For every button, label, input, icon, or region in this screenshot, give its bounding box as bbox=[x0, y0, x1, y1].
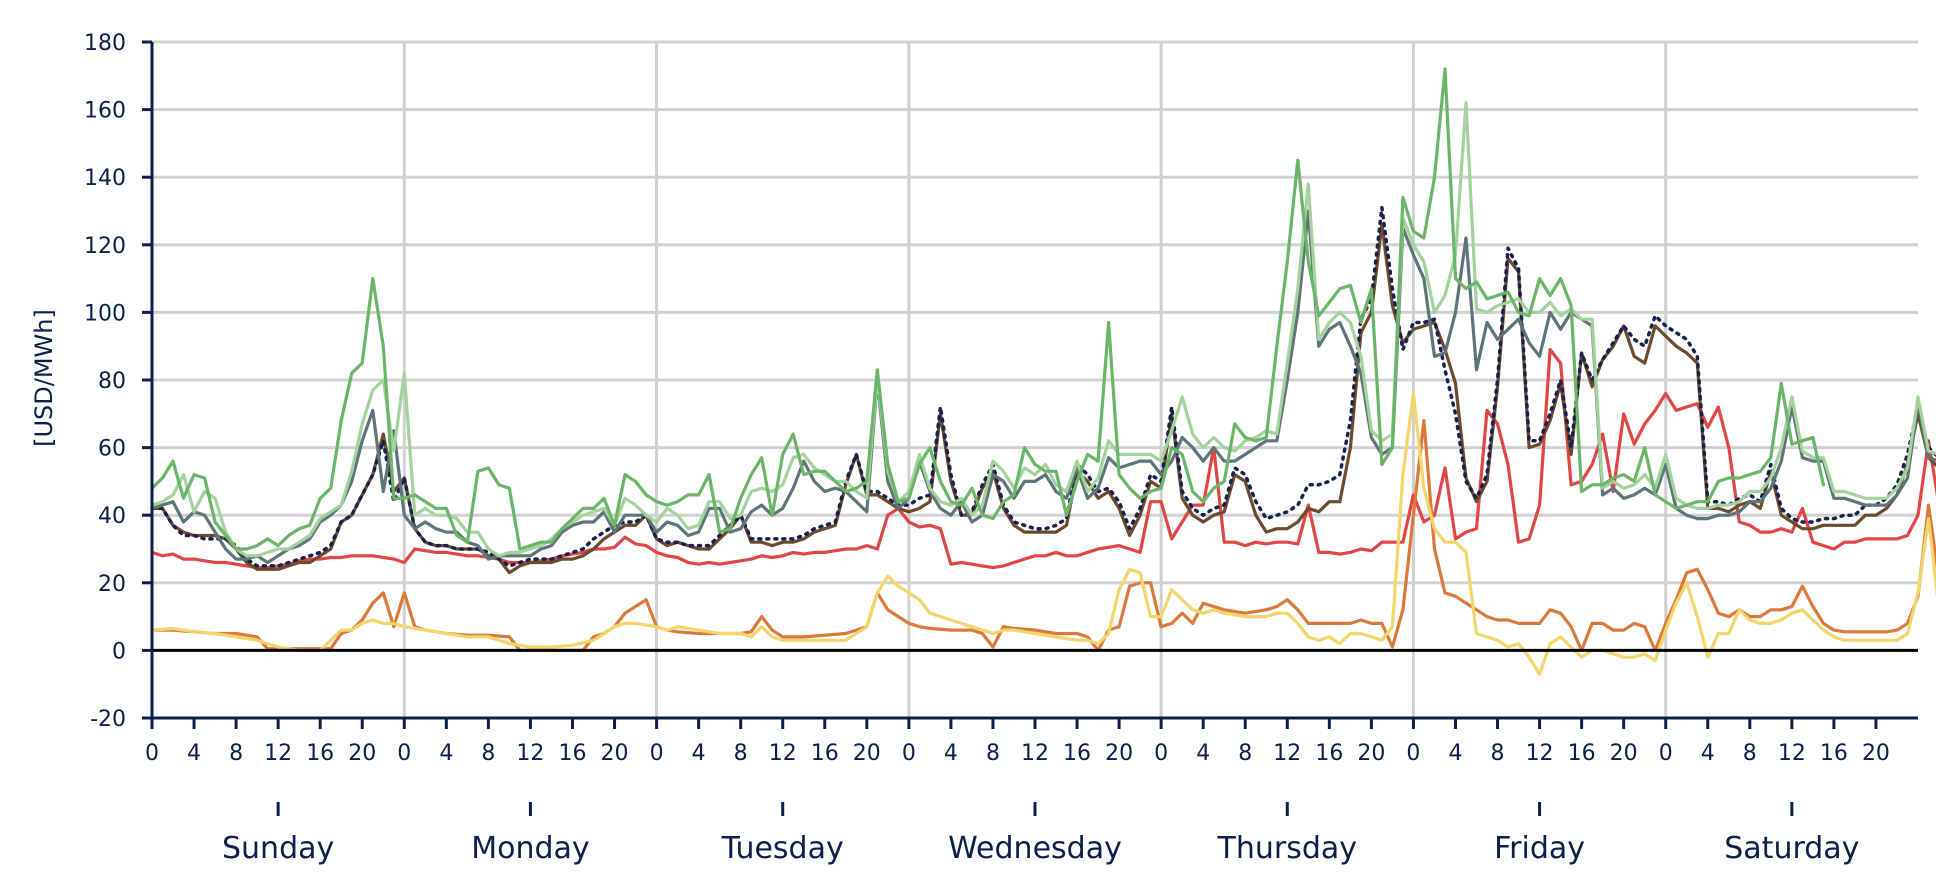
series-line-slate bbox=[150, 209, 1936, 565]
series-line-red bbox=[150, 348, 1936, 570]
x-tick-label: 0 bbox=[650, 741, 664, 766]
x-tick-label: 16 bbox=[811, 741, 839, 766]
y-tick-label: 80 bbox=[98, 369, 126, 394]
x-tick-label: 16 bbox=[558, 741, 586, 766]
x-tick-label: 16 bbox=[1063, 741, 1091, 766]
x-tick-label: 4 bbox=[1701, 741, 1715, 766]
x-tick-label: 4 bbox=[1448, 741, 1462, 766]
x-tick-label: 8 bbox=[1491, 741, 1505, 766]
x-tick-label: 16 bbox=[1568, 741, 1596, 766]
y-tick-label: 100 bbox=[84, 301, 126, 326]
x-tick-label: 8 bbox=[229, 741, 243, 766]
x-tick-label: 4 bbox=[944, 741, 958, 766]
x-tick-label: 4 bbox=[1196, 741, 1210, 766]
x-tick-label: 4 bbox=[692, 741, 706, 766]
x-tick-label: 12 bbox=[516, 741, 544, 766]
y-tick-label: 0 bbox=[112, 639, 126, 664]
y-tick-label: 20 bbox=[98, 572, 126, 597]
x-tick-label: 4 bbox=[439, 741, 453, 766]
x-tick-label: 20 bbox=[348, 741, 376, 766]
day-label: Thursday bbox=[1217, 831, 1358, 866]
x-tick-label: 12 bbox=[1273, 741, 1301, 766]
x-tick-label: 0 bbox=[1154, 741, 1168, 766]
x-tick-label: 0 bbox=[397, 741, 411, 766]
series-line-yellow bbox=[150, 391, 1936, 676]
day-label: Wednesday bbox=[948, 831, 1122, 866]
x-tick-label: 16 bbox=[1820, 741, 1848, 766]
x-tick-label: 20 bbox=[1610, 741, 1638, 766]
y-tick-label: 60 bbox=[98, 437, 126, 462]
grid bbox=[152, 40, 1918, 720]
x-tick-label: 20 bbox=[853, 741, 881, 766]
x-tick-label: 4 bbox=[187, 741, 201, 766]
x-tick-label: 16 bbox=[1315, 741, 1343, 766]
x-tick-label: 12 bbox=[1021, 741, 1049, 766]
x-tick-label: 12 bbox=[264, 741, 292, 766]
x-tick-label: 0 bbox=[145, 741, 159, 766]
x-tick-label: 20 bbox=[1862, 741, 1890, 766]
x-tick-label: 20 bbox=[1105, 741, 1133, 766]
x-tick-label: 20 bbox=[1357, 741, 1385, 766]
series-line-green_light bbox=[150, 101, 1936, 558]
day-label: Sunday bbox=[222, 831, 334, 866]
series-layer bbox=[150, 67, 1936, 676]
x-tick-label: 0 bbox=[1406, 741, 1420, 766]
day-label: Tuesday bbox=[721, 831, 844, 866]
y-tick-label: 140 bbox=[84, 166, 126, 191]
y-tick-label: 40 bbox=[98, 504, 126, 529]
day-label: Saturday bbox=[1724, 831, 1859, 866]
x-tick-label: 8 bbox=[986, 741, 1000, 766]
x-tick-label: 8 bbox=[1238, 741, 1252, 766]
day-label: Monday bbox=[471, 831, 589, 866]
y-tick-label: 180 bbox=[84, 31, 126, 56]
x-tick-label: 12 bbox=[1778, 741, 1806, 766]
x-tick-label: 0 bbox=[902, 741, 916, 766]
x-tick-label: 8 bbox=[481, 741, 495, 766]
x-tick-label: 8 bbox=[1743, 741, 1757, 766]
y-tick-label: 160 bbox=[84, 99, 126, 124]
series-line-green_dark bbox=[150, 67, 1825, 551]
x-tick-label: 12 bbox=[769, 741, 797, 766]
x-tick-label: 0 bbox=[1659, 741, 1673, 766]
day-label: Friday bbox=[1494, 831, 1585, 866]
series-line-navy_dotted bbox=[150, 205, 1936, 568]
y-axis-title: [USD/MWh] bbox=[30, 309, 58, 447]
x-tick-label: 12 bbox=[1526, 741, 1554, 766]
x-tick-label: 16 bbox=[306, 741, 334, 766]
y-tick-label: -20 bbox=[90, 707, 126, 732]
x-tick-label: 8 bbox=[734, 741, 748, 766]
x-tick-label: 20 bbox=[601, 741, 629, 766]
y-tick-label: 120 bbox=[84, 234, 126, 259]
